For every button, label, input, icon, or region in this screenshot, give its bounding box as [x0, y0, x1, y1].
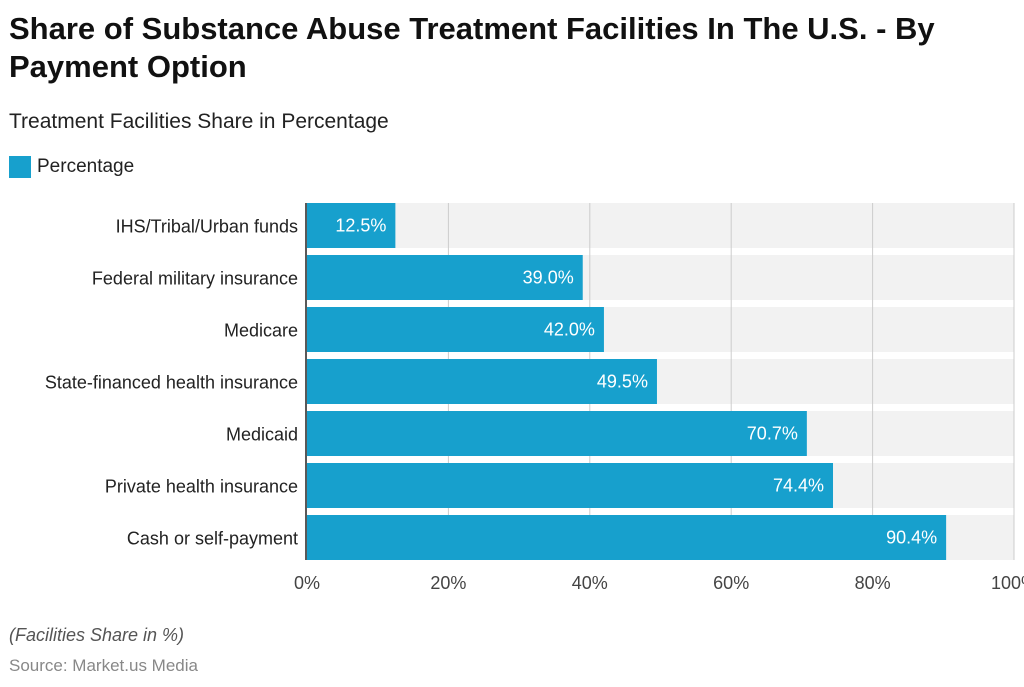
- category-label: Medicare: [224, 321, 298, 341]
- legend-swatch: [9, 156, 31, 178]
- bar: [307, 411, 807, 456]
- chart-subtitle: Treatment Facilities Share in Percentage: [9, 110, 389, 133]
- legend-label: Percentage: [37, 156, 135, 177]
- category-label: Federal military insurance: [92, 269, 298, 289]
- category-label: Cash or self-payment: [127, 529, 298, 549]
- x-tick-label: 40%: [572, 573, 608, 593]
- legend: Percentage: [9, 156, 134, 178]
- chart-title: Share of Substance Abuse Treatment Facil…: [9, 11, 935, 84]
- category-label: Medicaid: [226, 425, 298, 445]
- row-band: [307, 203, 1014, 248]
- bar: [307, 307, 604, 352]
- x-tick-label: 20%: [430, 573, 466, 593]
- x-tick-label: 100%: [991, 573, 1024, 593]
- x-tick-label: 0%: [294, 573, 320, 593]
- chart-note: (Facilities Share in %): [9, 625, 185, 645]
- category-label: Private health insurance: [105, 477, 298, 497]
- data-label: 49.5%: [597, 372, 648, 392]
- bar: [307, 255, 583, 300]
- bar: [307, 359, 657, 404]
- category-label: State-financed health insurance: [45, 373, 298, 393]
- x-tick-label: 80%: [855, 573, 891, 593]
- data-label: 74.4%: [773, 476, 824, 496]
- chart-source: Source: Market.us Media: [9, 656, 198, 675]
- data-label: 42.0%: [544, 320, 595, 340]
- data-label: 70.7%: [747, 424, 798, 444]
- bar: [307, 203, 396, 248]
- data-label: 12.5%: [335, 216, 386, 236]
- bar: [307, 515, 947, 560]
- data-label: 39.0%: [523, 268, 574, 288]
- x-tick-label: 60%: [713, 573, 749, 593]
- bar: [307, 463, 834, 508]
- data-label: 90.4%: [886, 528, 937, 548]
- category-label: IHS/Tribal/Urban funds: [116, 217, 298, 237]
